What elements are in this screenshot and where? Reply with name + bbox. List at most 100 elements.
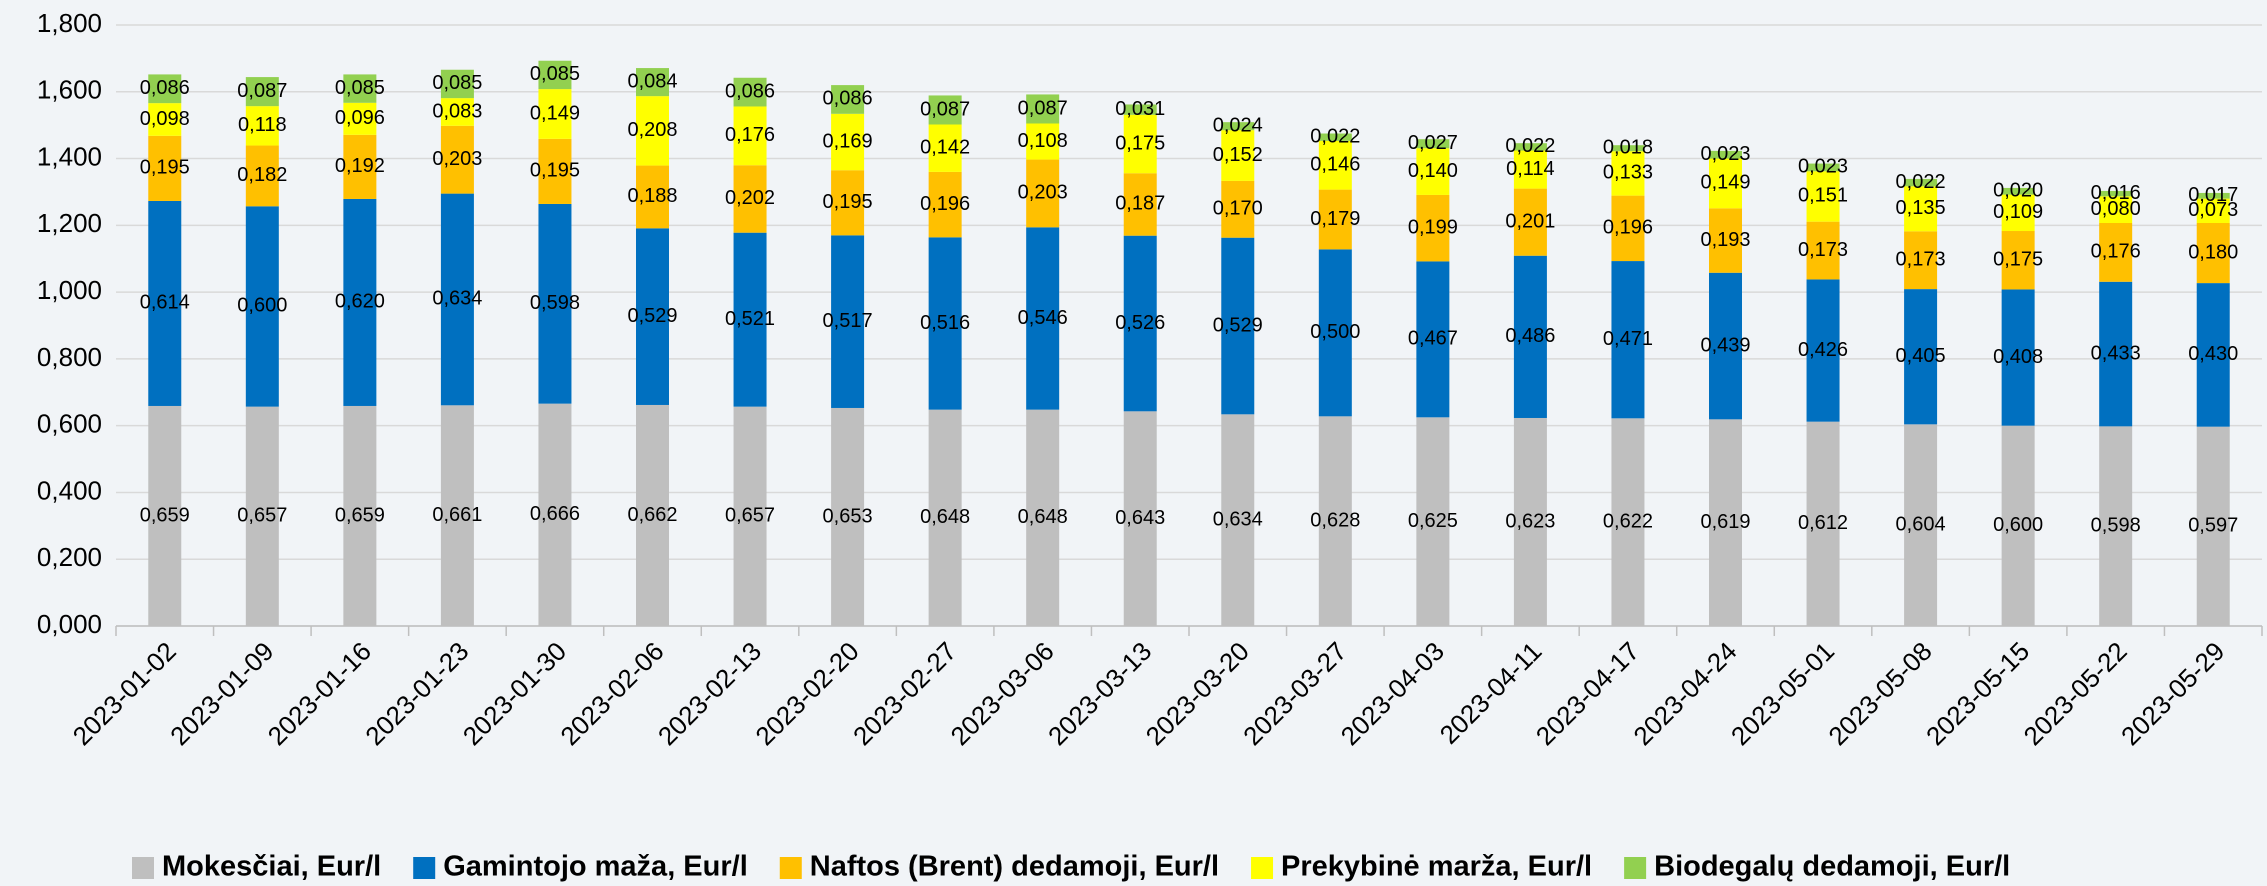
bar-segment (2196, 283, 2230, 427)
bar-segment (2099, 281, 2133, 427)
bar-segment (2001, 425, 2035, 626)
data-label: 0,196 (1603, 217, 1653, 239)
data-label: 0,142 (920, 136, 970, 158)
data-label: 0,018 (1603, 136, 1653, 158)
data-label: 0,175 (1115, 132, 1165, 154)
bar-segment (245, 206, 279, 407)
bar-segment (831, 113, 865, 171)
data-label: 0,597 (2188, 515, 2238, 537)
x-tick-label: 2023-01-09 (164, 636, 279, 751)
bar-segment (148, 74, 182, 104)
data-label: 0,628 (1310, 509, 1360, 531)
data-label: 0,653 (823, 505, 873, 527)
legend-label: Mokesčiai, Eur/l (162, 851, 381, 883)
data-label: 0,471 (1603, 328, 1653, 350)
data-label: 0,662 (627, 504, 677, 526)
bar-segment (1416, 148, 1450, 195)
data-label: 0,408 (1993, 346, 2043, 368)
bar-segment (2001, 289, 2035, 426)
bar-segment (1611, 418, 1645, 626)
bar-segment (831, 85, 865, 114)
data-label: 0,016 (2091, 182, 2141, 204)
bar-segment (733, 406, 767, 626)
data-label: 0,201 (1505, 210, 1555, 232)
data-label: 0,084 (627, 70, 677, 92)
data-label: 0,600 (1993, 514, 2043, 536)
data-label: 0,173 (1896, 249, 1946, 271)
data-label: 0,086 (140, 77, 190, 99)
data-label: 0,022 (1310, 125, 1360, 147)
data-label: 0,604 (1896, 513, 1946, 535)
y-tick-label: 0,000 (37, 609, 102, 639)
data-label: 0,666 (530, 503, 580, 525)
data-label: 0,600 (237, 295, 287, 317)
bar-segment (1904, 231, 1938, 290)
y-tick-label: 1,400 (37, 141, 102, 171)
bar-segment (2099, 426, 2133, 626)
legend-label: Biodegalų dedamoji, Eur/l (1654, 851, 2010, 883)
data-label: 0,430 (2188, 343, 2238, 365)
x-tick-label: 2023-04-17 (1530, 636, 1645, 751)
bar-segment (1709, 272, 1742, 420)
bar-segment (1318, 249, 1352, 417)
bar-segment (1026, 94, 1060, 124)
bar-segment (1806, 221, 1840, 280)
data-label: 0,203 (432, 148, 482, 170)
x-tick-label: 2023-01-30 (457, 636, 572, 751)
bar-segment (1221, 180, 1255, 238)
data-label: 0,114 (1506, 158, 1555, 180)
y-tick-label: 0,200 (37, 542, 102, 572)
bar-segment (1416, 139, 1450, 149)
data-label: 0,176 (725, 124, 775, 146)
data-label: 0,634 (1213, 508, 1263, 530)
data-label: 0,195 (823, 191, 873, 213)
bar-segment (1221, 130, 1255, 181)
bar-segment (1904, 186, 1938, 232)
data-label: 0,192 (335, 155, 385, 177)
data-label: 0,080 (2091, 198, 2141, 220)
data-label: 0,500 (1310, 321, 1360, 343)
data-label: 0,023 (1700, 143, 1750, 165)
x-tick-label: 2023-03-20 (1140, 636, 1255, 751)
data-label: 0,659 (140, 504, 190, 526)
bar-segment (538, 60, 572, 90)
bar-segment (1026, 227, 1060, 410)
bar-segment (2099, 196, 2133, 223)
bar-segment (1513, 417, 1547, 626)
bar-segment (343, 198, 377, 406)
data-label: 0,140 (1408, 160, 1458, 182)
x-tick-label: 2023-04-11 (1434, 636, 1548, 750)
bar-segment (1611, 151, 1645, 196)
bar-segment (1416, 261, 1450, 418)
bar-segment (2196, 198, 2230, 223)
x-tick-label: 2023-02-20 (749, 636, 864, 751)
data-label: 0,175 (1993, 249, 2043, 271)
data-label: 0,083 (432, 100, 482, 122)
data-label: 0,193 (1700, 229, 1750, 251)
bar-segment (2001, 231, 2035, 290)
data-label: 0,657 (725, 505, 775, 527)
data-label: 0,634 (432, 288, 482, 310)
x-tick-label: 2023-01-02 (67, 636, 182, 751)
data-label: 0,149 (530, 102, 580, 124)
data-label: 0,486 (1505, 325, 1555, 347)
bar-segment (2196, 192, 2230, 199)
bar-segment (1221, 237, 1255, 415)
data-label: 0,625 (1408, 510, 1458, 532)
bar-segment (148, 103, 182, 136)
data-label: 0,623 (1505, 510, 1555, 532)
bar-segment (1318, 416, 1352, 626)
bar-segment (148, 135, 182, 201)
data-label: 0,152 (1213, 144, 1263, 166)
bar-segment (245, 77, 279, 107)
bar-segment (733, 77, 767, 107)
data-label: 0,439 (1700, 334, 1750, 356)
data-label: 0,208 (627, 119, 677, 141)
data-label: 0,023 (1798, 156, 1848, 178)
bar-segment (538, 403, 572, 626)
bar-segment (1513, 143, 1547, 151)
data-label: 0,433 (2091, 342, 2141, 364)
bar-segment (1123, 114, 1157, 174)
bar-segment (1318, 140, 1352, 190)
